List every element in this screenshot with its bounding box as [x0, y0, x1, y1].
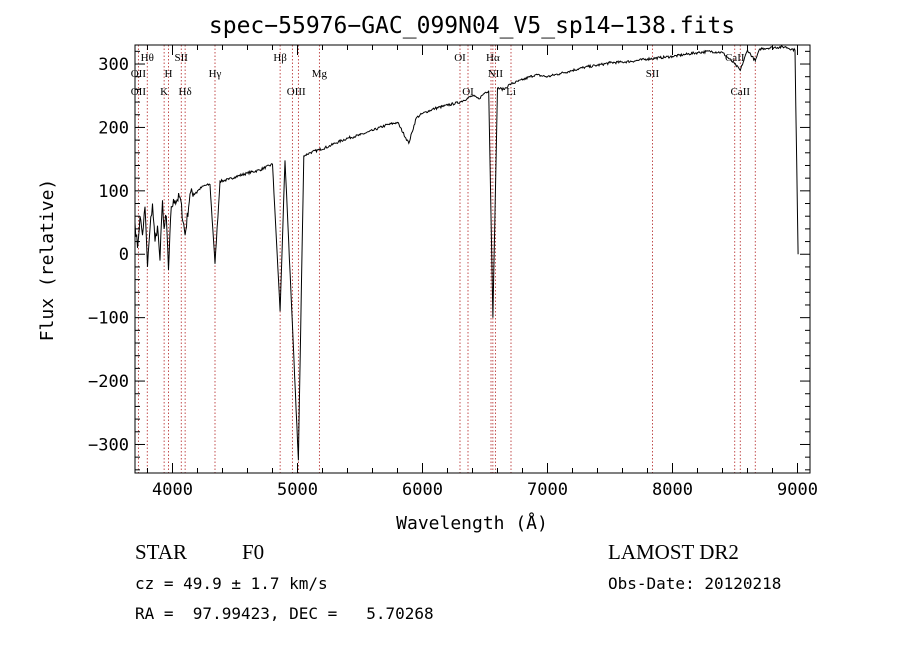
- plot-frame: [134, 44, 811, 474]
- line-marker-label: K: [160, 86, 168, 98]
- line-marker-label: OI: [454, 52, 466, 64]
- axis-ticks: 4000 5000 6000 7000 8000 9000 −300 −200 −100 0 100…: [88, 45, 818, 500]
- x-tick-label: 9000: [777, 480, 818, 500]
- line-marker-label: Hδ: [179, 86, 192, 98]
- coordinates-readout: RA = 97.99423, DEC = 5.70268: [135, 604, 434, 623]
- x-tick-label: 8000: [652, 480, 693, 500]
- x-tick-label: 7000: [527, 480, 568, 500]
- x-axis-label: Wavelength (Å): [396, 512, 548, 534]
- line-marker-label: SII: [175, 52, 189, 64]
- y-tick-label: −200: [88, 372, 129, 392]
- survey-name: LAMOST DR2: [608, 540, 739, 564]
- line-marker-label: CaII: [725, 52, 745, 64]
- spectrum-line: [134, 45, 799, 461]
- x-tick-label: 4000: [152, 480, 193, 500]
- line-marker-label: CaII: [730, 86, 750, 98]
- redshift-readout: cz = 49.9 ± 1.7 km/s: [135, 574, 328, 593]
- line-marker-label: SII: [646, 68, 660, 80]
- x-tick-label: 5000: [277, 480, 318, 500]
- object-subclass: F0: [242, 540, 265, 564]
- x-tick-label: 6000: [402, 480, 443, 500]
- line-marker-label: Hα: [486, 52, 500, 64]
- line-marker-label: OI: [462, 86, 474, 98]
- y-tick-label: 300: [98, 55, 129, 75]
- line-marker-label: Mg: [312, 68, 328, 80]
- line-marker-label: H: [165, 68, 173, 80]
- y-tick-label: 200: [98, 118, 129, 138]
- obs-date: Obs-Date: 20120218: [608, 574, 782, 593]
- line-marker-label: OIII: [287, 86, 306, 98]
- y-tick-label: −300: [88, 435, 129, 455]
- line-marker-label: Li: [506, 86, 516, 98]
- y-tick-label: −100: [88, 309, 129, 329]
- object-class: STAR: [135, 540, 187, 564]
- y-tick-label: 100: [98, 182, 129, 202]
- line-marker-label: Hθ: [141, 52, 154, 64]
- chart-title: spec−55976−GAC_099N04_V5_sp14−138.fits: [209, 13, 735, 39]
- line-marker-label: OII: [131, 68, 147, 80]
- line-marker-label: OII: [131, 86, 147, 98]
- line-marker-label: NII: [488, 68, 504, 80]
- line-marker-label: Hγ: [209, 68, 222, 80]
- y-tick-label: 0: [119, 245, 129, 265]
- y-axis-label: Flux (relative): [37, 179, 58, 342]
- line-marker-label: Hβ: [273, 52, 287, 64]
